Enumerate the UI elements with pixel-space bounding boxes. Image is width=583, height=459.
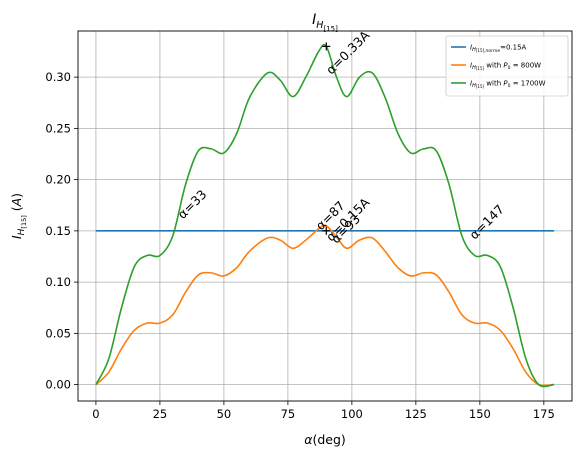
legend-label-norme: IH[15],norme=0.15A [470, 44, 527, 55]
x-tick-label: 0 [92, 407, 99, 421]
x-tick-label: 175 [533, 407, 555, 421]
x-tick-label: 25 [153, 407, 168, 421]
y-tick-label: 0.20 [45, 173, 71, 187]
y-tick-label: 0.10 [45, 275, 71, 289]
ticks: 0 25 50 75 100 125 150 175 0.00 0.05 0.10 0.15 0.20 0… [45, 70, 554, 421]
y-tick-label: 0.15 [45, 224, 71, 238]
y-tick-label: 0.00 [45, 378, 71, 392]
y-tick-label: 0.30 [45, 70, 71, 84]
legend-box [445, 35, 569, 97]
legend: IH[15],norme=0.15A IH[15] with P0 = 800W… [445, 35, 569, 97]
chart-title: IH[15] [312, 12, 338, 33]
legend-label-800w: IH[15] with P0 = 800W [470, 62, 541, 72]
plot-frame [77, 30, 573, 402]
y-tick-label: 0.05 [45, 326, 71, 340]
x-tick-label: 75 [281, 407, 296, 421]
plus-marker [322, 42, 331, 51]
x-tick-label: 50 [217, 407, 232, 421]
x-tick-label: 150 [469, 407, 491, 421]
marker-layer [322, 42, 331, 235]
legend-entry-1700w: IH[15] with P0 = 1700W [451, 80, 546, 90]
x-tick-label: 125 [405, 407, 427, 421]
plus-marker [322, 226, 331, 235]
y-axis-label: IH[15] (A) [9, 193, 28, 239]
x-tick-label: 100 [341, 407, 363, 421]
legend-label-1700w: IH[15] with P0 = 1700W [470, 80, 546, 90]
legend-entry-norme: IH[15],norme=0.15A [451, 44, 527, 55]
series-800w-line [95, 224, 555, 387]
legend-entry-800w: IH[15] with P0 = 800W [451, 62, 541, 72]
x-axis-label: α(deg) [304, 432, 346, 447]
y-tick-label: 0.25 [45, 121, 71, 135]
